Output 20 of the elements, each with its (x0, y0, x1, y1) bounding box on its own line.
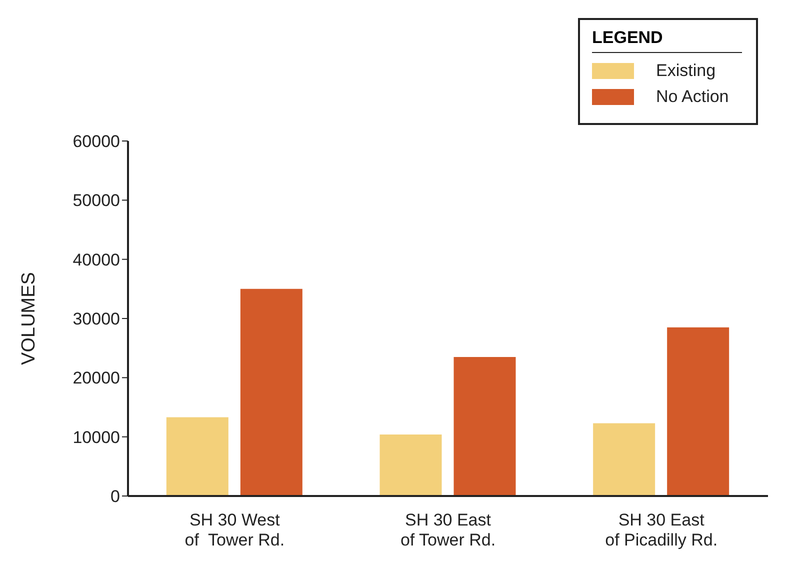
y-tick-label: 60000 (72, 132, 120, 152)
legend-label: No Action (656, 87, 729, 107)
y-tick-label: 30000 (72, 310, 120, 329)
x-tick-label: SH 30 East of Tower Rd. (400, 510, 496, 550)
bar (593, 423, 656, 496)
y-tick-label: 20000 (72, 368, 120, 388)
y-tick-label: 10000 (72, 428, 120, 447)
bar (454, 356, 516, 496)
y-tick-label: 50000 (72, 191, 120, 210)
bar (240, 288, 302, 496)
y-tick-label: 40000 (72, 250, 120, 270)
bar (667, 327, 730, 496)
x-tick-label: SH 30 East of Picadilly Rd. (605, 510, 718, 550)
bar (166, 417, 228, 496)
legend-label: Existing (656, 61, 716, 81)
y-tick-label: 0 (110, 487, 120, 506)
y-axis-title: VOLUMES (18, 272, 40, 365)
legend-title: LEGEND (592, 28, 742, 53)
bar (380, 434, 442, 496)
x-tick-label: SH 30 West of Tower Rd. (184, 510, 285, 550)
